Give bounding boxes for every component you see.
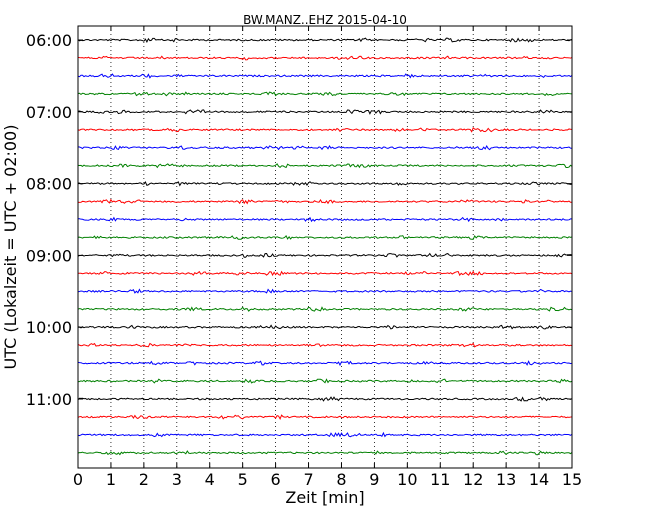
seismic-trace bbox=[77, 396, 573, 402]
x-tick-label: 4 bbox=[205, 470, 215, 489]
seismic-trace bbox=[77, 163, 573, 169]
seismic-trace bbox=[77, 234, 573, 240]
y-tick-label: 06:00 bbox=[26, 31, 72, 50]
x-tick-label: 9 bbox=[369, 470, 379, 489]
seismic-trace bbox=[77, 252, 573, 258]
y-axis-label: UTC (Lokalzeit = UTC + 02:00) bbox=[1, 125, 20, 370]
seismic-trace bbox=[77, 91, 573, 97]
x-tick-label: 11 bbox=[430, 470, 450, 489]
x-tick-label: 2 bbox=[139, 470, 149, 489]
x-tick-label: 13 bbox=[496, 470, 516, 489]
y-tick-label: 11:00 bbox=[26, 390, 72, 409]
seismic-trace bbox=[77, 127, 573, 133]
chart-title: BW.MANZ..EHZ 2015-04-10 bbox=[243, 13, 407, 27]
seismic-trace bbox=[77, 109, 573, 115]
x-tick-label: 5 bbox=[238, 470, 248, 489]
seismic-trace bbox=[77, 360, 573, 367]
y-tick-label: 08:00 bbox=[26, 175, 72, 194]
vertical-grid-lines bbox=[110, 26, 540, 468]
seismic-trace bbox=[77, 306, 573, 312]
plot-frame bbox=[77, 25, 573, 469]
seismic-trace bbox=[77, 414, 573, 420]
x-tick-label: 1 bbox=[106, 470, 116, 489]
x-tick-label: 3 bbox=[172, 470, 182, 489]
seismic-trace bbox=[77, 288, 573, 294]
x-tick-label: 0 bbox=[73, 470, 83, 489]
seismic-trace bbox=[77, 450, 573, 456]
x-tick-label: 8 bbox=[336, 470, 346, 489]
seismic-trace bbox=[77, 324, 573, 330]
x-tick-label: 6 bbox=[271, 470, 281, 489]
seismic-trace bbox=[77, 198, 573, 205]
x-axis-label: Zeit [min] bbox=[285, 488, 364, 507]
seismic-trace bbox=[77, 378, 573, 384]
y-tick-label: 07:00 bbox=[26, 103, 72, 122]
seismic-trace bbox=[77, 216, 573, 223]
y-tick-label: 09:00 bbox=[26, 246, 72, 265]
seismic-trace bbox=[77, 431, 573, 438]
seismic-trace bbox=[77, 144, 573, 151]
x-tick-label: 12 bbox=[463, 470, 483, 489]
seismic-trace bbox=[77, 342, 573, 348]
seismic-trace bbox=[77, 73, 573, 79]
y-axis-ticks: 06:00 07:00 08:00 09:00 10:00 11:00 bbox=[26, 31, 572, 409]
seismic-trace bbox=[77, 55, 573, 61]
seismic-trace bbox=[77, 181, 573, 187]
seismic-trace bbox=[77, 270, 573, 277]
y-tick-label: 10:00 bbox=[26, 318, 72, 337]
seismic-traces bbox=[77, 37, 573, 456]
x-tick-label: 14 bbox=[529, 470, 549, 489]
x-axis-ticks: 0 1 2 3 4 5 6 7 8 9 10 11 12 13 14 15 bbox=[73, 26, 582, 489]
seismic-trace bbox=[77, 37, 573, 43]
x-tick-label: 10 bbox=[397, 470, 417, 489]
x-tick-label: 7 bbox=[303, 470, 313, 489]
x-tick-label: 15 bbox=[562, 470, 582, 489]
